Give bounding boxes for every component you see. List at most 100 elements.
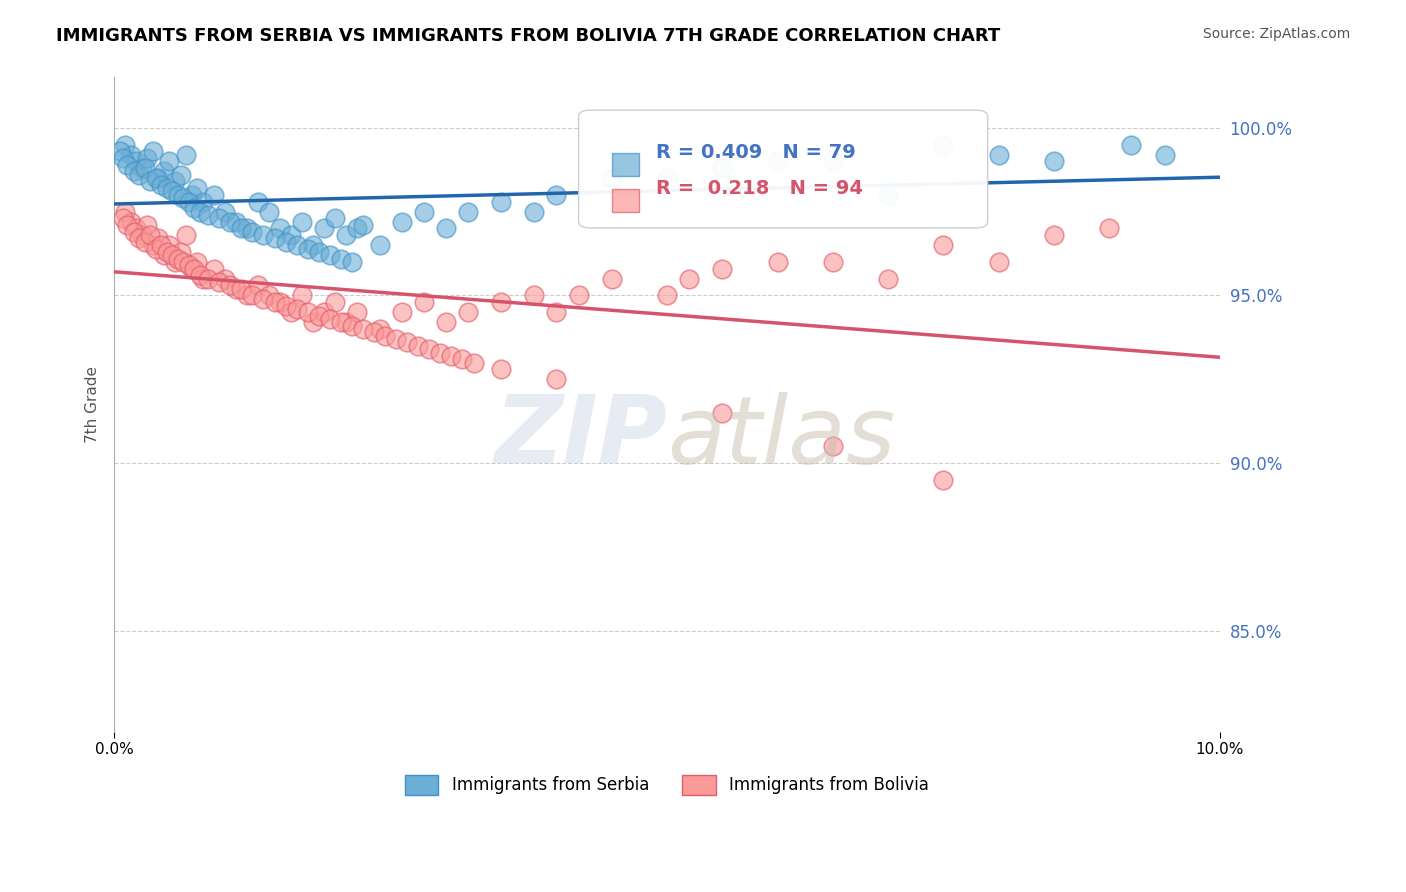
Point <box>821 154 844 169</box>
Point <box>285 238 308 252</box>
Point <box>169 168 191 182</box>
Point <box>655 171 678 186</box>
Point <box>148 171 170 186</box>
Point <box>274 235 297 249</box>
Y-axis label: 7th Grade: 7th Grade <box>86 366 100 443</box>
Point <box>821 439 844 453</box>
Point <box>1098 221 1121 235</box>
Point <box>600 171 623 186</box>
FancyBboxPatch shape <box>579 110 987 227</box>
Point <box>108 145 131 159</box>
Point <box>1043 228 1066 243</box>
Point <box>434 221 457 235</box>
Point <box>180 261 202 276</box>
Point <box>179 194 201 209</box>
Point <box>136 218 159 232</box>
Point <box>167 187 190 202</box>
Point <box>352 218 374 232</box>
Point <box>269 221 291 235</box>
Point <box>112 211 135 226</box>
Point <box>280 305 302 319</box>
Point <box>134 161 156 175</box>
Point <box>1121 137 1143 152</box>
Point <box>489 194 512 209</box>
Point <box>319 248 342 262</box>
Point <box>117 158 139 172</box>
Point <box>821 255 844 269</box>
Point <box>202 261 225 276</box>
Point <box>340 318 363 333</box>
Text: Source: ZipAtlas.com: Source: ZipAtlas.com <box>1202 27 1350 41</box>
Point <box>523 288 546 302</box>
Point <box>159 154 181 169</box>
Point <box>766 154 789 169</box>
Point <box>302 238 325 252</box>
Point <box>368 322 391 336</box>
Point <box>160 248 183 262</box>
Point <box>138 174 160 188</box>
Point <box>932 473 955 487</box>
Point <box>242 288 264 302</box>
Point <box>125 154 148 169</box>
Point <box>246 194 269 209</box>
Point <box>191 271 214 285</box>
Point <box>179 258 201 272</box>
Point <box>335 315 357 329</box>
Point <box>163 174 186 188</box>
Point <box>163 255 186 269</box>
Point <box>319 312 342 326</box>
Point <box>308 309 330 323</box>
Point <box>112 151 135 165</box>
Point <box>167 252 190 266</box>
Point <box>711 406 734 420</box>
Point <box>385 332 408 346</box>
Point <box>183 201 205 215</box>
Point <box>346 305 368 319</box>
Point <box>546 305 568 319</box>
Point <box>197 271 219 285</box>
Point <box>457 305 479 319</box>
Point <box>246 278 269 293</box>
Point <box>323 295 346 310</box>
Point <box>219 278 242 293</box>
Point <box>314 305 336 319</box>
Point <box>231 221 253 235</box>
Point <box>242 225 264 239</box>
Point <box>149 238 172 252</box>
Point <box>156 244 179 259</box>
Text: R = 0.409   N = 79: R = 0.409 N = 79 <box>657 143 856 162</box>
Point <box>219 215 242 229</box>
Point <box>987 255 1010 269</box>
Point <box>138 228 160 243</box>
Point <box>214 204 236 219</box>
Point <box>159 238 181 252</box>
Point <box>418 342 440 356</box>
Point <box>291 215 314 229</box>
Point <box>131 161 153 175</box>
Point <box>114 204 136 219</box>
Point <box>136 151 159 165</box>
FancyBboxPatch shape <box>612 153 640 176</box>
Point <box>434 315 457 329</box>
Point <box>172 255 194 269</box>
Point <box>180 187 202 202</box>
Point <box>263 295 285 310</box>
Point <box>128 231 150 245</box>
Point <box>236 221 259 235</box>
Point <box>352 322 374 336</box>
Point <box>429 345 451 359</box>
Point <box>190 204 212 219</box>
Point <box>131 228 153 243</box>
Point <box>340 255 363 269</box>
Point <box>412 204 434 219</box>
Point <box>396 335 419 350</box>
Point <box>297 305 319 319</box>
Point <box>145 242 167 256</box>
Point <box>169 244 191 259</box>
Point <box>546 372 568 386</box>
Point <box>523 204 546 219</box>
Text: ZIP: ZIP <box>494 392 666 483</box>
Point <box>134 235 156 249</box>
Point <box>297 242 319 256</box>
Text: IMMIGRANTS FROM SERBIA VS IMMIGRANTS FROM BOLIVIA 7TH GRADE CORRELATION CHART: IMMIGRANTS FROM SERBIA VS IMMIGRANTS FRO… <box>56 27 1001 45</box>
